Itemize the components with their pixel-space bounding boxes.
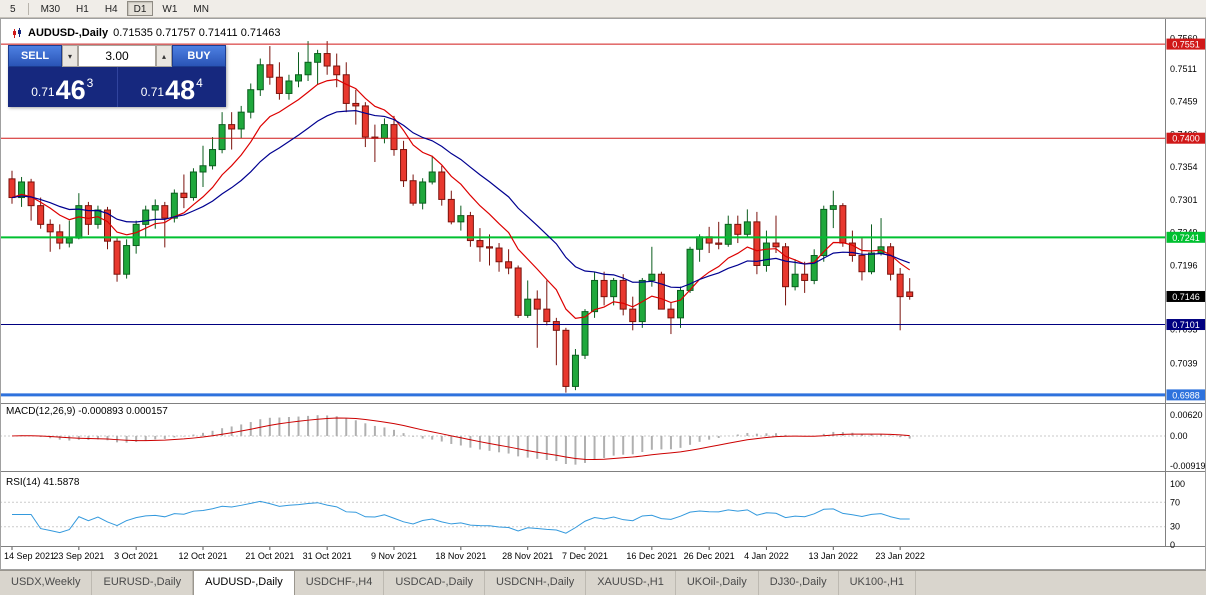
svg-text:0: 0: [1170, 540, 1175, 550]
timeframe-button-d1[interactable]: D1: [126, 1, 154, 16]
buy-button[interactable]: BUY: [172, 45, 226, 67]
svg-text:16 Dec 2021: 16 Dec 2021: [626, 551, 677, 561]
svg-text:9 Nov 2021: 9 Nov 2021: [371, 551, 417, 561]
chart-tabbar: USDX,Weekly EURUSD-,Daily AUDUSD-,Daily USD…: [0, 570, 1206, 595]
tab-dj30-daily[interactable]: DJ30-,Daily: [758, 571, 839, 595]
tab-xauusd-h1[interactable]: XAUUSD-,H1: [586, 571, 676, 595]
timeframe-button-h1[interactable]: H1: [76, 4, 89, 15]
tab-ukoil-daily[interactable]: UKOil-,Daily: [675, 571, 759, 595]
toolbar-divider: [27, 2, 29, 15]
chart-window: 0.75600.75110.74590.74060.73540.73010.72…: [0, 18, 1206, 570]
ask-prefix: 0.71: [140, 85, 165, 99]
ask-price[interactable]: 0.71 48 4: [118, 67, 227, 107]
price-chart-canvas[interactable]: 0.75600.75110.74590.74060.73540.73010.72…: [0, 18, 1206, 570]
tab-eurusd-daily[interactable]: EURUSD-,Daily: [92, 571, 194, 595]
svg-text:13 Jan 2022: 13 Jan 2022: [809, 551, 859, 561]
tab-uk100-h1[interactable]: UK100-,H1: [838, 571, 917, 595]
svg-text:30: 30: [1170, 522, 1180, 532]
svg-text:0.00620: 0.00620: [1170, 410, 1203, 420]
svg-text:0.7241: 0.7241: [1172, 233, 1200, 243]
bid-big-digits: 46: [55, 75, 86, 105]
volume-down-icon[interactable]: ▾: [62, 45, 78, 67]
timeframe-button-w1[interactable]: W1: [162, 4, 178, 15]
svg-text:0.7039: 0.7039: [1170, 358, 1198, 368]
chart-ohlc-values: 0.71535 0.71757 0.71411 0.71463: [113, 27, 281, 39]
bid-ask-display: 0.71 46 3 0.71 48 4: [8, 67, 226, 107]
bid-price[interactable]: 0.71 46 3: [8, 67, 118, 107]
timeframe-button-mn[interactable]: MN: [193, 4, 209, 15]
svg-text:7 Dec 2021: 7 Dec 2021: [562, 551, 608, 561]
ask-pipette: 4: [196, 76, 203, 90]
timeframe-button-5[interactable]: 5: [10, 4, 16, 15]
trade-controls-row: SELL ▾ ▴ BUY: [8, 45, 226, 67]
svg-text:100: 100: [1170, 479, 1185, 489]
tab-usdcnh-daily[interactable]: USDCNH-,Daily: [484, 571, 587, 595]
macd-label: MACD(12,26,9) -0.000893 0.000157: [6, 406, 168, 417]
timeframe-toolbar: 5 M30 H1 H4 D1 W1 MN: [0, 0, 1206, 18]
svg-text:0.7459: 0.7459: [1170, 97, 1198, 107]
chart-title: AUDUSD-,Daily 0.71535 0.71757 0.71411 0.…: [12, 27, 280, 39]
timeframe-button-h4[interactable]: H4: [104, 4, 118, 15]
svg-text:0.7196: 0.7196: [1170, 260, 1198, 270]
tab-usdcad-daily[interactable]: USDCAD-,Daily: [384, 571, 485, 595]
svg-text:12 Oct 2021: 12 Oct 2021: [178, 551, 227, 561]
ask-big-digits: 48: [165, 75, 196, 105]
svg-text:0.7146: 0.7146: [1172, 292, 1200, 302]
svg-text:21 Oct 2021: 21 Oct 2021: [245, 551, 294, 561]
svg-text:23 Jan 2022: 23 Jan 2022: [875, 551, 925, 561]
svg-text:0.7511: 0.7511: [1170, 64, 1197, 74]
svg-text:26 Dec 2021: 26 Dec 2021: [684, 551, 735, 561]
one-click-trading-panel: SELL ▾ ▴ BUY 0.71 46 3 0.71 48 4: [8, 45, 226, 107]
tab-usdchf-h4[interactable]: USDCHF-,H4: [294, 571, 385, 595]
svg-text:23 Sep 2021: 23 Sep 2021: [53, 551, 104, 561]
svg-text:0.7101: 0.7101: [1172, 320, 1200, 330]
svg-text:-0.00919: -0.00919: [1170, 461, 1206, 471]
svg-text:28 Nov 2021: 28 Nov 2021: [502, 551, 553, 561]
volume-input[interactable]: [78, 45, 156, 67]
volume-up-icon[interactable]: ▴: [156, 45, 172, 67]
svg-text:0.00: 0.00: [1170, 431, 1188, 441]
svg-text:31 Oct 2021: 31 Oct 2021: [303, 551, 352, 561]
tab-usdx-weekly[interactable]: USDX,Weekly: [0, 571, 93, 595]
svg-text:14 Sep 2021: 14 Sep 2021: [4, 551, 55, 561]
svg-text:0.7354: 0.7354: [1170, 162, 1198, 172]
tab-audusd-daily[interactable]: AUDUSD-,Daily: [193, 571, 295, 595]
svg-text:0.6988: 0.6988: [1172, 390, 1200, 400]
sell-button[interactable]: SELL: [8, 45, 62, 67]
svg-text:3 Oct 2021: 3 Oct 2021: [114, 551, 158, 561]
svg-text:0.7301: 0.7301: [1170, 195, 1198, 205]
svg-text:70: 70: [1170, 497, 1180, 507]
svg-text:18 Nov 2021: 18 Nov 2021: [435, 551, 486, 561]
svg-text:4 Jan 2022: 4 Jan 2022: [744, 551, 789, 561]
candlestick-chart-icon: [13, 27, 21, 38]
svg-text:0.7400: 0.7400: [1172, 134, 1200, 144]
chart-symbol-label: AUDUSD-,Daily: [28, 27, 109, 39]
timeframe-button-m30[interactable]: M30: [40, 4, 61, 15]
svg-text:0.7551: 0.7551: [1172, 40, 1200, 50]
rsi-label: RSI(14) 41.5878: [6, 477, 80, 488]
bid-pipette: 3: [86, 76, 94, 90]
bid-prefix: 0.71: [31, 85, 55, 99]
